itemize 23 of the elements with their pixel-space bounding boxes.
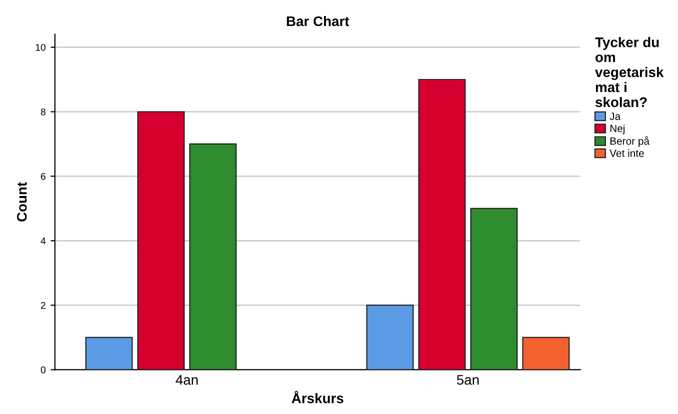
legend-label: Beror på: [610, 136, 650, 147]
legend-label: Vet inte: [610, 149, 644, 157]
y-tick-label: 6: [40, 172, 46, 180]
x-tick-label: 5an: [456, 375, 479, 385]
bar: [137, 111, 185, 370]
legend-title: Tycker du om vegetarisk mat i skolan?: [595, 37, 664, 108]
y-tick-label: 2: [40, 302, 46, 309]
chart-title: Bar Chart: [286, 16, 350, 26]
x-axis-title: Årskurs: [292, 390, 344, 404]
x-tick-label: 4an: [176, 375, 198, 385]
bar: [366, 304, 414, 370]
bar: [85, 336, 133, 370]
bar: [522, 336, 570, 370]
y-tick-label: 0: [40, 366, 46, 374]
y-tick-label: 4: [40, 238, 46, 244]
y-axis-title: Count: [16, 182, 27, 222]
y-tick-label: 8: [40, 108, 46, 116]
bar: [189, 143, 237, 370]
legend-label: Ja: [610, 112, 621, 120]
bar: [470, 208, 518, 370]
bar: [418, 78, 466, 370]
y-tick-label: 10: [36, 44, 46, 51]
legend-label: Nej: [610, 124, 625, 134]
